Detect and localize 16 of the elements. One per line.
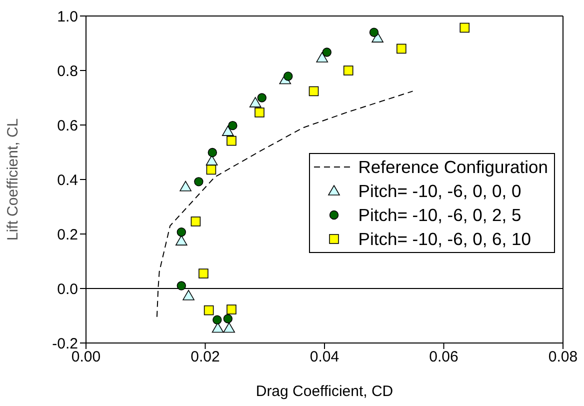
legend-label: Reference Configuration — [358, 157, 548, 177]
y-tick-label: 0.2 — [57, 226, 78, 244]
legend-label: Pitch= -10, -6, 0, 6, 10 — [358, 229, 531, 249]
y-tick-label: 0.6 — [57, 117, 78, 134]
x-axis-title: Drag Coefficient, CD — [256, 383, 394, 400]
y-tick-label: 0.0 — [57, 280, 78, 298]
x-tick-label: 0.06 — [429, 348, 458, 366]
x-tick-label: 0.02 — [190, 348, 220, 366]
y-tick-label: 0.4 — [57, 172, 78, 189]
legend-label: Pitch= -10, -6, 0, 0, 0 — [358, 181, 522, 201]
y-axis-title: Lift Coefficient, CL — [4, 118, 22, 241]
x-tick-label: 0.04 — [310, 348, 340, 366]
y-tick-label: 0.8 — [57, 62, 78, 80]
y-tick-label: 1.0 — [57, 8, 78, 26]
x-tick-label: 0.08 — [548, 348, 578, 366]
legend-label: Pitch= -10, -6, 0, 2, 5 — [358, 205, 522, 225]
